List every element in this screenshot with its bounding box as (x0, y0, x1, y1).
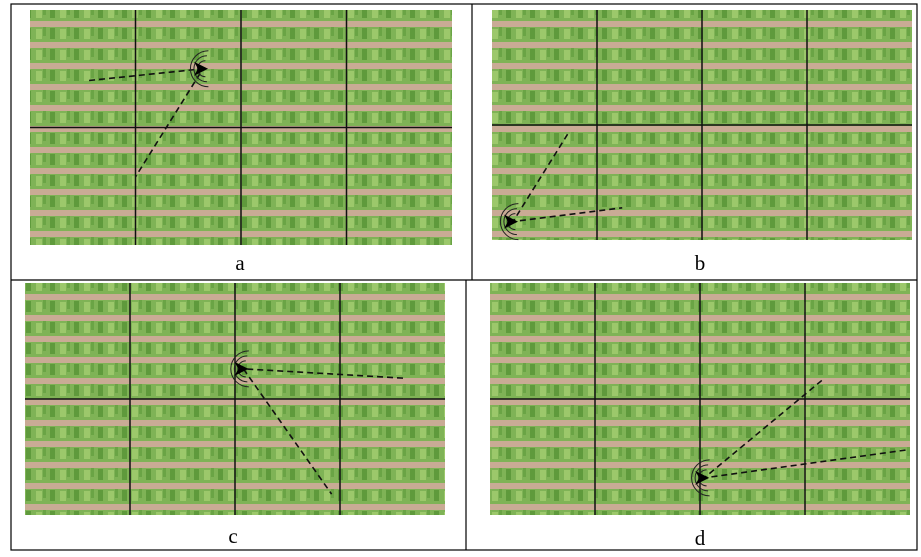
panel-label: d (695, 526, 706, 550)
panel-label: c (228, 524, 237, 548)
figure: a b c d (0, 0, 921, 552)
panel-label: a (235, 251, 245, 275)
panel-label: b (695, 251, 706, 275)
